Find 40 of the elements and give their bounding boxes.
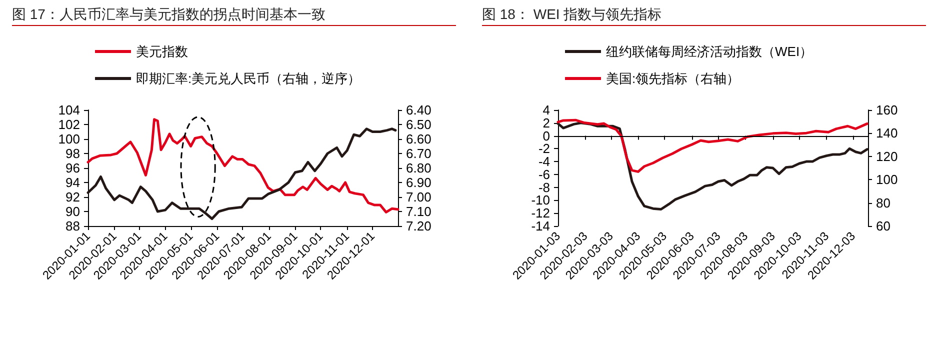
y-tick-label: -10 (531, 192, 550, 208)
y2-tick-label: 6.90 (406, 175, 432, 190)
y2-tick-label: 6.70 (406, 146, 432, 161)
legend-label: 美国:领先指标（右轴） (606, 71, 740, 86)
y2-tick-label: 6.80 (406, 160, 432, 176)
y2-tick-label: 7.10 (406, 204, 432, 219)
y2-tick-label: 100 (876, 172, 898, 188)
y-tick-label: 102 (58, 117, 80, 132)
y-tick-label: 100 (58, 132, 80, 146)
y2-tick-label: 7.00 (406, 190, 432, 204)
chart-title: 图 17：人民币汇率与美元指数的拐点时间基本一致 (12, 4, 456, 26)
y-tick-label: 4 (542, 102, 550, 118)
y2-tick-label: 160 (876, 102, 898, 118)
y-tick-label: -6 (538, 166, 550, 182)
y-tick-label: -4 (538, 154, 550, 170)
y-tick-label: 90 (66, 204, 80, 219)
y2-tick-label: 7.20 (406, 218, 432, 234)
y-tick-label: 2 (542, 115, 550, 130)
chart-title: 图 18： WEI 指数与领先指标 (482, 4, 926, 26)
y2-tick-label: 6.50 (406, 117, 432, 132)
y-tick-label: 92 (66, 190, 80, 204)
y2-tick-label: 120 (876, 148, 898, 164)
y2-tick-label: 80 (876, 195, 890, 210)
legend-label: 美元指数 (136, 44, 188, 59)
y2-tick-label: 6.40 (406, 102, 432, 118)
legend-label: 纽约联储每周经济活动指数（WEI） (606, 44, 813, 59)
y-tick-label: -2 (538, 141, 550, 156)
y2-tick-label: 6.60 (406, 132, 432, 146)
y-tick-label: 88 (66, 218, 80, 234)
y2-tick-label: 60 (876, 218, 890, 234)
y-tick-label: 98 (66, 146, 80, 161)
y-tick-label: -8 (538, 180, 550, 195)
y-tick-label: -12 (531, 206, 550, 221)
y-tick-label: -14 (531, 218, 550, 234)
y-tick-label: 96 (66, 160, 80, 176)
y-tick-label: 94 (66, 175, 80, 190)
y-tick-label: 104 (58, 102, 80, 118)
legend-label: 即期汇率:美元兑人民币（右轴，逆序） (136, 71, 361, 86)
y2-tick-label: 140 (876, 126, 898, 141)
y-tick-label: 0 (542, 128, 550, 144)
